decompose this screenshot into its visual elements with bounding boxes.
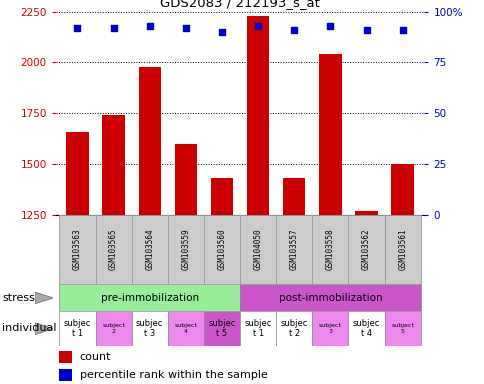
Text: GSM104050: GSM104050 — [253, 229, 262, 270]
Point — [182, 25, 189, 31]
Point — [74, 25, 81, 31]
Bar — [95, 215, 131, 284]
Point — [326, 23, 333, 29]
Bar — [348, 215, 384, 284]
Point — [398, 27, 406, 33]
Bar — [240, 215, 276, 284]
Bar — [66, 132, 89, 384]
Bar — [203, 215, 240, 284]
Bar — [312, 311, 348, 346]
Point — [290, 27, 298, 33]
Bar — [203, 311, 240, 346]
Text: GSM103557: GSM103557 — [289, 229, 298, 270]
Bar — [167, 311, 203, 346]
Bar — [138, 68, 161, 384]
Bar — [240, 311, 276, 346]
Title: GDS2083 / 212193_s_at: GDS2083 / 212193_s_at — [160, 0, 319, 9]
Bar — [283, 179, 305, 384]
Text: subject
5: subject 5 — [391, 323, 413, 334]
Bar — [240, 284, 420, 311]
Text: subjec
t 2: subjec t 2 — [280, 319, 307, 338]
Bar — [246, 16, 269, 384]
Bar — [391, 164, 413, 384]
Bar — [95, 311, 131, 346]
Text: subject
4: subject 4 — [174, 323, 197, 334]
Text: post-immobilization: post-immobilization — [278, 293, 381, 303]
Text: GSM103561: GSM103561 — [397, 229, 407, 270]
Point — [254, 23, 261, 29]
Bar — [211, 179, 233, 384]
Bar — [384, 311, 420, 346]
Text: subjec
t 4: subjec t 4 — [352, 319, 379, 338]
Bar — [102, 115, 124, 384]
Bar — [60, 351, 72, 363]
Bar — [312, 215, 348, 284]
Bar — [131, 215, 167, 284]
Text: percentile rank within the sample: percentile rank within the sample — [79, 370, 267, 380]
Text: subjec
t 3: subjec t 3 — [136, 319, 163, 338]
Text: GSM103559: GSM103559 — [181, 229, 190, 270]
Point — [362, 27, 370, 33]
Text: stress: stress — [2, 293, 35, 303]
Bar — [348, 311, 384, 346]
Polygon shape — [35, 292, 53, 304]
Text: GSM103558: GSM103558 — [325, 229, 334, 270]
Text: subject
3: subject 3 — [318, 323, 341, 334]
Point — [218, 29, 226, 35]
Text: GSM103562: GSM103562 — [362, 229, 370, 270]
Text: GSM103565: GSM103565 — [109, 229, 118, 270]
Bar — [59, 284, 240, 311]
Bar — [59, 215, 95, 284]
Text: subject
2: subject 2 — [102, 323, 125, 334]
Text: count: count — [79, 352, 111, 362]
Text: subjec
t 5: subjec t 5 — [208, 319, 235, 338]
Point — [109, 25, 117, 31]
Bar — [167, 215, 203, 284]
Text: pre-immobilization: pre-immobilization — [101, 293, 198, 303]
Text: GSM103563: GSM103563 — [73, 229, 82, 270]
Bar — [355, 211, 377, 384]
Text: subjec
t 1: subjec t 1 — [244, 319, 271, 338]
Bar — [131, 311, 167, 346]
Text: subjec
t 1: subjec t 1 — [63, 319, 91, 338]
Point — [146, 23, 153, 29]
Text: GSM103564: GSM103564 — [145, 229, 154, 270]
Bar — [276, 215, 312, 284]
Text: GSM103560: GSM103560 — [217, 229, 226, 270]
Bar — [276, 311, 312, 346]
Bar — [174, 144, 197, 384]
Bar — [384, 215, 420, 284]
Bar — [59, 311, 95, 346]
Text: individual: individual — [2, 323, 57, 333]
Bar — [318, 54, 341, 384]
Bar — [60, 369, 72, 381]
Polygon shape — [35, 323, 53, 334]
